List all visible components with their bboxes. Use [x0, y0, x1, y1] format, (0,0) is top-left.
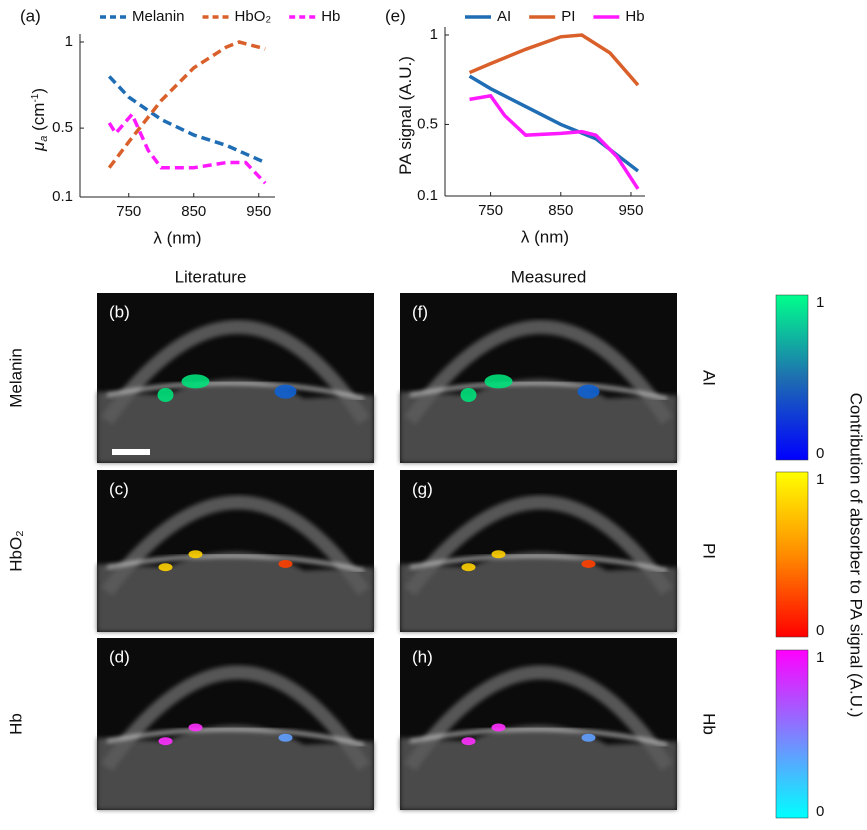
legend-label: Hb: [625, 8, 644, 25]
panel-label: (c): [109, 479, 129, 498]
bone-line: [106, 554, 365, 572]
panel-label: (b): [109, 302, 130, 321]
y-axis-label: PA signal (A.U.): [396, 56, 415, 175]
absorber-blob: [460, 388, 477, 402]
x-tick-label: 950: [618, 202, 643, 219]
panel-label: (e): [385, 6, 406, 25]
right-label: Hb: [700, 713, 719, 735]
legend-label: Melanin: [132, 8, 185, 25]
column-title: Measured: [511, 267, 587, 286]
y-tick-label: 0.1: [417, 187, 438, 204]
row-label: HbO₂: [6, 530, 25, 572]
legend-label: Hb: [321, 8, 340, 25]
y-tick-label: 0.1: [52, 188, 73, 205]
bone-line: [409, 381, 668, 400]
panel-label: (f): [412, 302, 428, 321]
tissue-base: [97, 724, 374, 810]
colorbar-tick-label: 1: [816, 471, 824, 488]
x-tick-label: 950: [246, 203, 271, 220]
y-tick-label: 1: [65, 33, 73, 50]
tissue-base: [400, 551, 677, 632]
colorbar-tick-label: 0: [816, 622, 824, 639]
bone-line: [409, 554, 668, 572]
tissue-base: [97, 551, 374, 632]
colorbar-tick-label: 0: [816, 445, 824, 462]
x-tick-label: 750: [478, 202, 503, 219]
y-axis-label-part: μ: [29, 141, 48, 152]
bone-line: [409, 727, 668, 747]
y-tick-label: 0.5: [52, 119, 73, 136]
y-tick-label: 0.5: [417, 115, 438, 132]
tissue-arc: [101, 320, 370, 425]
absorber-blob: [491, 723, 506, 732]
x-tick-label: 850: [181, 203, 206, 220]
series-line: [107, 75, 266, 165]
bone-line: [106, 381, 365, 400]
absorber-blob: [157, 388, 174, 402]
y-axis-label: μa (cm-1): [29, 88, 49, 152]
absorber-blob: [461, 737, 476, 746]
absorber-blob: [491, 550, 506, 559]
absorber-blob: [188, 550, 203, 559]
colorbar-tick-label: 0: [816, 803, 824, 820]
series-line: [469, 93, 640, 190]
colorbar: [775, 471, 809, 638]
row-label: Melanin: [6, 348, 25, 408]
series-line: [468, 74, 640, 173]
right-label: PI: [700, 543, 719, 559]
panel-label: (d): [109, 647, 130, 666]
legend-label: HbO₂: [235, 8, 272, 25]
tissue-arc: [101, 665, 370, 772]
absorber-blob: [461, 563, 476, 572]
panel-label: (a): [20, 6, 41, 25]
column-title: Literature: [175, 267, 247, 286]
absorber-blob: [181, 374, 210, 389]
bone-line: [106, 727, 365, 747]
absorber-blob: [581, 559, 596, 568]
absorber-blob: [278, 559, 293, 568]
row-label: Hb: [6, 713, 25, 735]
y-tick-label: 1: [430, 26, 438, 43]
y-axis-label-part: ): [29, 88, 48, 94]
x-axis-label: λ (nm): [521, 227, 569, 246]
right-label: AI: [700, 370, 719, 386]
panel-label: (g): [412, 479, 433, 498]
panel-label: (h): [412, 647, 433, 666]
scale-bar: [112, 449, 150, 455]
colorbar: [775, 294, 809, 461]
series-line: [107, 40, 266, 169]
absorber-blob: [274, 384, 297, 399]
absorber-blob: [484, 374, 513, 389]
legend-label: AI: [497, 8, 511, 25]
y-axis-label-part: PA signal (A.U.): [396, 56, 415, 175]
y-axis-label-part: -1: [30, 93, 41, 102]
x-tick-label: 750: [116, 203, 141, 220]
absorber-blob: [278, 733, 293, 742]
x-axis-label: λ (nm): [153, 228, 201, 247]
x-tick-label: 850: [548, 202, 573, 219]
absorber-blob: [158, 737, 173, 746]
tissue-arc: [404, 495, 673, 596]
absorber-blob: [577, 384, 600, 399]
series-line: [468, 33, 640, 87]
y-axis-label-part: (cm: [29, 103, 48, 136]
legend-label: PI: [561, 8, 575, 25]
tissue-arc: [101, 495, 370, 596]
absorber-blob: [581, 733, 596, 742]
series-line: [107, 111, 267, 185]
tissue-arc: [404, 665, 673, 772]
absorber-blob: [158, 563, 173, 572]
colorbar-tick-label: 1: [816, 649, 824, 666]
colorbar-tick-label: 1: [816, 294, 824, 311]
y-axis-label-part: a: [38, 136, 50, 142]
colorbar-title: Contribution of absorber to PA signal (A…: [847, 393, 866, 718]
colorbar: [775, 649, 809, 819]
tissue-base: [400, 724, 677, 810]
tissue-arc: [404, 320, 673, 425]
absorber-blob: [188, 723, 203, 732]
